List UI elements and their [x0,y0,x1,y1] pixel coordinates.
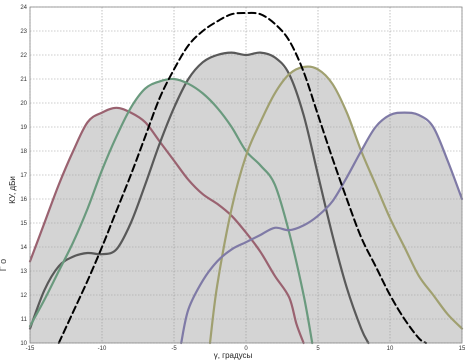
y-tick-label: 14 [20,245,27,251]
x-tick-label: 15 [459,346,465,352]
y-tick-label: 17 [20,173,27,179]
x-tick-label: 0 [244,346,248,352]
y-tick-label: 21 [20,77,27,83]
series-line-1 [28,106,305,345]
series-line-dashed [57,11,427,344]
y-tick-label: 20 [20,101,27,107]
y-tick-label: 23 [20,29,27,35]
y-tick-label: 18 [20,149,27,155]
x-tick-label: 10 [387,346,394,352]
series-line-3 [28,77,314,345]
y-axis-label: КУ, дБи [8,176,17,204]
series-line-2 [28,51,370,345]
y-tick-label: 12 [20,293,27,299]
y-tick-label: 11 [21,317,28,323]
y-tick-label: 10 [20,341,27,347]
plot-area [28,6,464,345]
x-axis-label: γ, градусы [214,351,253,360]
y-tick-label: 22 [20,53,27,59]
y-tick-label: 19 [20,125,27,131]
side-text: Г о [0,259,8,271]
series-layer [28,11,464,345]
x-tick-label: -10 [98,346,107,352]
x-tick-label: -5 [171,346,177,352]
x-tick-label: -15 [26,346,35,352]
y-tick-label: 15 [20,221,27,227]
y-tick-label: 13 [20,269,27,275]
series-line-4 [208,65,464,345]
x-tick-labels: -15 -10 -5 0 5 10 15 [26,346,465,352]
y-tick-label: 24 [20,5,27,11]
series-line-5 [180,111,464,345]
plot-frame [29,6,463,344]
y-tick-label: 16 [20,197,27,203]
x-tick-label: 5 [316,346,320,352]
envelope-fill [30,52,462,343]
y-tick-labels: 10 11 12 13 14 15 16 17 18 19 20 21 22 23 24 [20,5,27,347]
